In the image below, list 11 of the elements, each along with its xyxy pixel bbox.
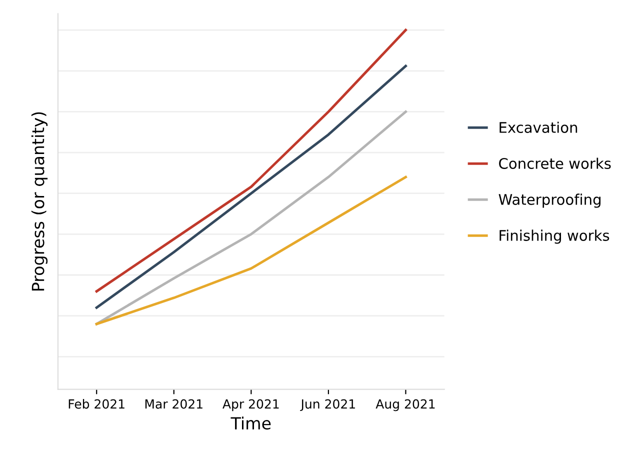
legend-label: Waterproofing <box>498 194 600 208</box>
legend-label: Concrete works <box>499 158 611 169</box>
legend-label: Excavation <box>500 122 578 133</box>
x-tick-label: Apr 2021 <box>222 399 279 412</box>
x-tick-label: Feb 2021 <box>68 399 124 409</box>
y-axis-title: Progress (or quantity) <box>31 112 48 291</box>
x-tick-label: Mar 2021 <box>145 399 202 409</box>
x-tick-label: Aug 2021 <box>376 399 435 412</box>
x-axis-title: Time <box>230 416 271 430</box>
x-tick-label: Jun 2021 <box>300 399 355 412</box>
legend-label: Finishing works <box>500 230 610 244</box>
